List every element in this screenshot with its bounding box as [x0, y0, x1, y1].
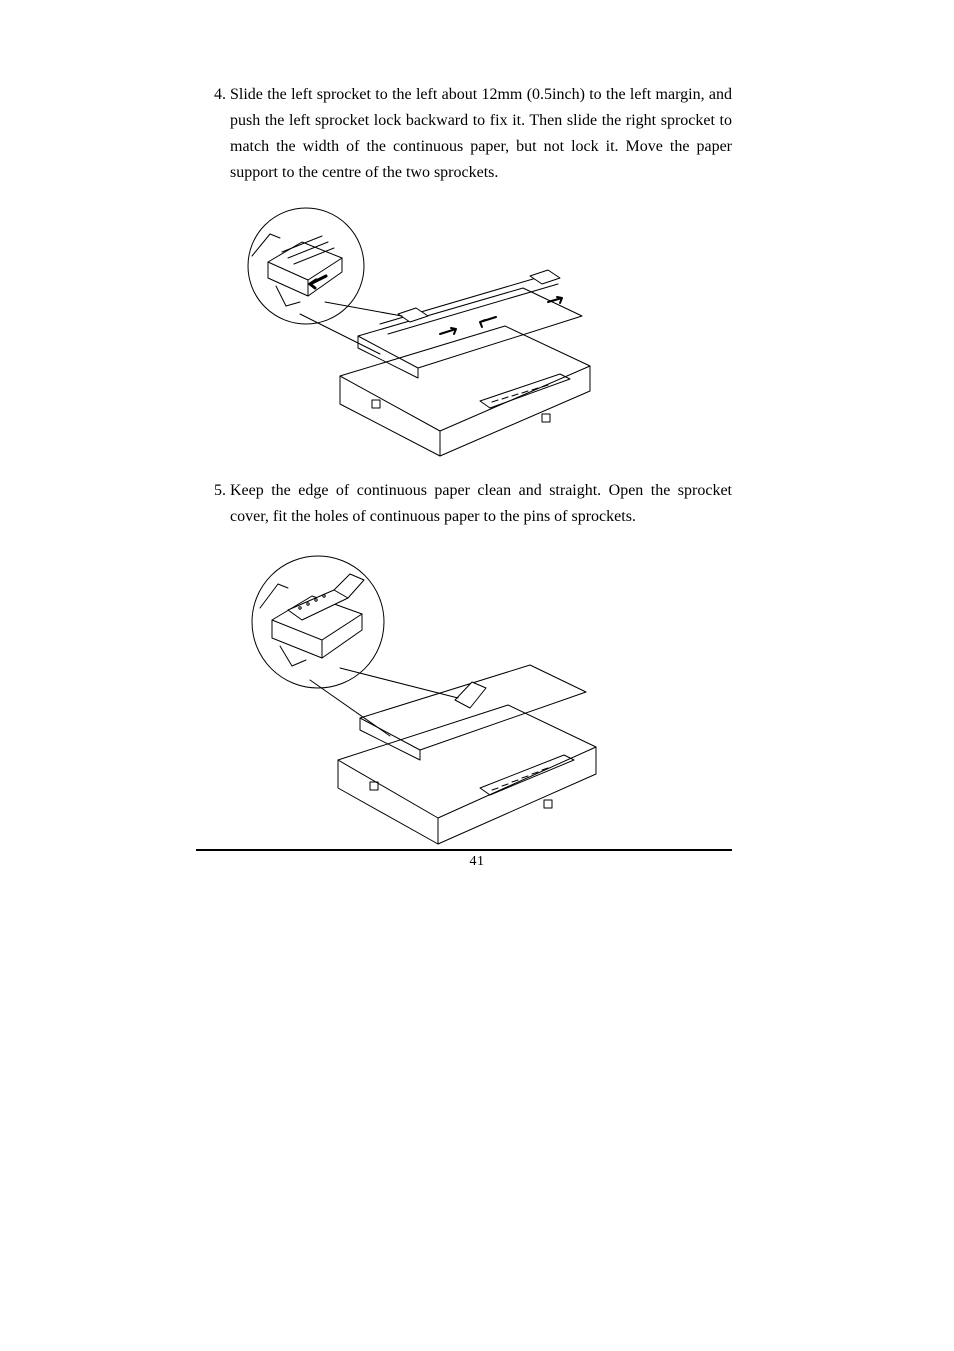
instruction-step-5: Keep the edge of continuous paper clean … — [230, 478, 732, 850]
step-4-text: Slide the left sprocket to the left abou… — [230, 86, 732, 181]
instruction-list: Slide the left sprocket to the left abou… — [196, 82, 732, 850]
printer-illustration-icon — [230, 206, 610, 458]
figure-sprocket-slide — [230, 206, 732, 458]
step-5-text: Keep the edge of continuous paper clean … — [230, 482, 732, 525]
page-content: Slide the left sprocket to the left abou… — [196, 82, 732, 870]
footer-rule — [196, 849, 732, 851]
instruction-step-4: Slide the left sprocket to the left abou… — [230, 82, 732, 458]
figure-sprocket-paper-fit — [230, 550, 732, 850]
page: Slide the left sprocket to the left abou… — [0, 0, 954, 1351]
page-number: 41 — [0, 854, 954, 870]
printer-illustration-icon — [230, 550, 610, 850]
